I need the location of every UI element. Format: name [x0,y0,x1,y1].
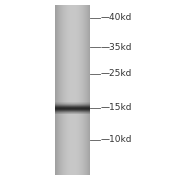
Text: —10kd: —10kd [101,136,132,145]
Text: —35kd: —35kd [101,42,132,51]
Text: —15kd: —15kd [101,103,132,112]
Text: —40kd: —40kd [101,14,132,22]
Text: —25kd: —25kd [101,69,132,78]
